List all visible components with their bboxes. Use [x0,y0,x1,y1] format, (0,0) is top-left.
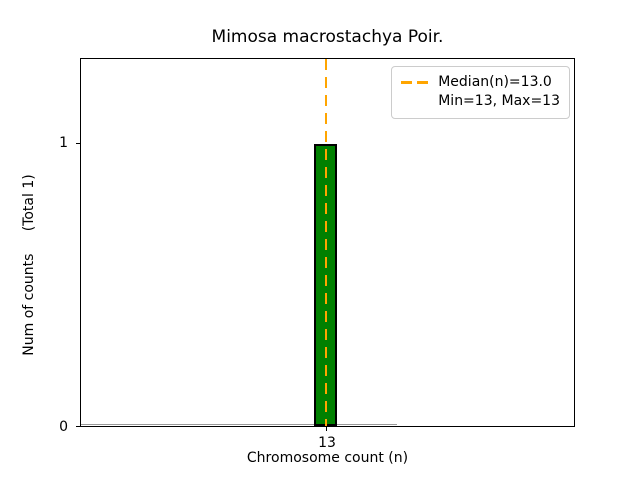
legend-label-minmax: Min=13, Max=13 [438,93,560,109]
y-tick-mark-0 [76,426,80,428]
y-axis-label: Num of counts (Total 1) [21,174,37,356]
legend-label-median: Median(n)=13.0 [438,74,552,90]
x-axis-label: Chromosome count (n) [246,450,409,466]
y-tick-label-0: 0 [59,419,68,435]
y-tick-label-1: 1 [59,135,68,151]
x-tick-label-13: 13 [318,435,336,451]
legend-entry-median: Median(n)=13.0 [401,73,560,92]
y-tick-mark-1 [76,142,80,144]
x-tick-mark-13 [326,427,328,431]
orange-dashed-line-icon [401,81,430,84]
plot-area: Median(n)=13.0 Min=13, Max=13 [80,58,575,427]
legend: Median(n)=13.0 Min=13, Max=13 [391,66,570,119]
chart-title: Mimosa macrostachya Poir. [211,27,444,47]
legend-entry-minmax: Min=13, Max=13 [438,92,560,111]
zero-count-bins-baseline [81,423,397,425]
median-dashed-line [324,59,327,426]
